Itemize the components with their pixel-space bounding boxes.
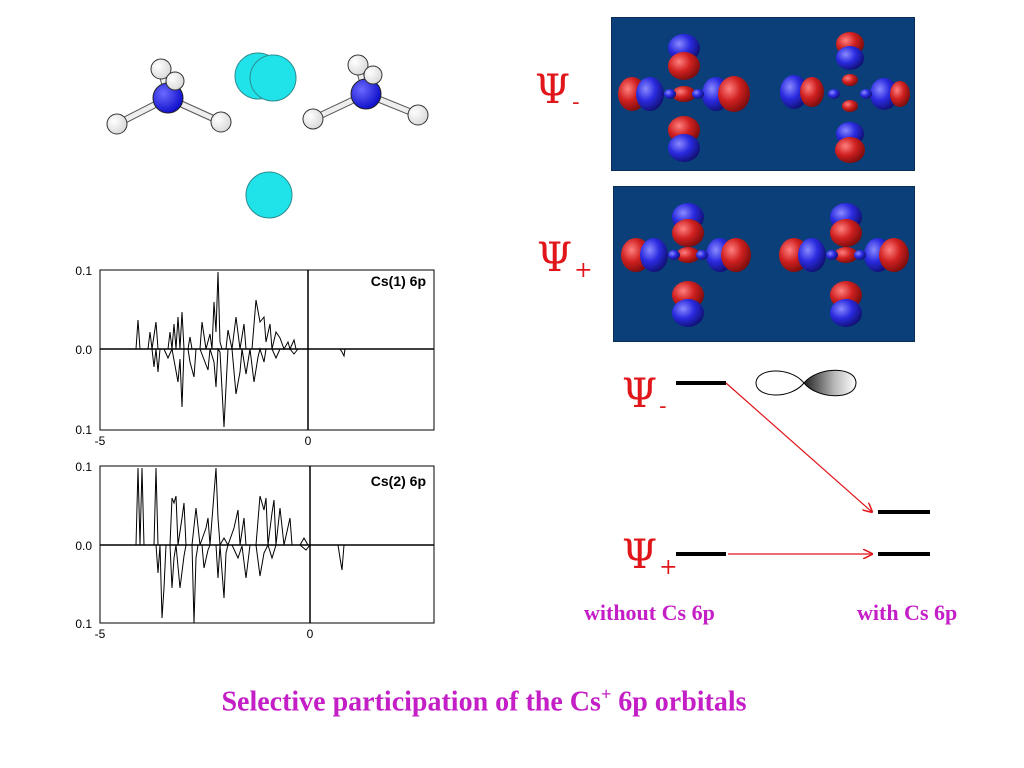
label-without-cs: without Cs 6p [584,600,715,625]
y-tick-mid: 0.0 [75,343,92,357]
level-psi-plus-label: Ψ+ [622,532,678,580]
y-tick-top: 0.1 [75,460,92,474]
x-tick-zero: 0 [307,627,314,641]
orbital-image-psi-plus [613,186,915,342]
arrow-psi-minus [725,382,872,512]
y-tick-mid: 0.0 [75,539,92,553]
p-orbital-icon [755,369,857,397]
level-psi-minus-label: Ψ- [622,371,667,419]
dos-curve-lower [155,543,345,624]
cesium-atoms [234,52,297,219]
label-with-cs: with Cs 6p [857,600,958,625]
plot-title: Cs(1) 6p [371,273,426,289]
dos-curve-upper [135,271,300,351]
orbital-cluster-left [621,203,751,327]
dos-plot-cs2: 0.1 0.0 0.1 -5 0 Cs(2) 6p [75,460,435,641]
dos-plot-cs1: 0.1 0.0 0.1 -5 0 Cs(1) 6p [75,264,435,448]
orbital-cluster-right [780,32,910,163]
orbital-image-psi-minus [611,17,915,171]
y-tick-bottom: 0.1 [75,617,92,631]
orbital-cluster-right [779,203,909,327]
caption-sup: + [600,684,612,704]
ammonia-right [302,54,429,130]
dos-curve-lower [151,347,346,428]
energy-level-diagram [676,369,930,570]
orbital-psi-plus-label: Ψ+ [537,235,593,283]
caption-prefix: Selective participation of the Cs [221,686,601,718]
dos-curve-upper [135,467,309,547]
plot-title: Cs(2) 6p [371,473,426,489]
y-tick-top: 0.1 [75,264,92,278]
caption-suffix: 6p orbitals [611,686,747,718]
orbital-psi-minus-label: Ψ- [535,67,580,115]
slide-caption: Selective participation of the Cs+ 6p or… [0,684,968,718]
y-tick-bottom: 0.1 [75,423,92,437]
x-tick-left: -5 [95,627,106,641]
x-tick-left: -5 [95,434,106,448]
ammonia-left [106,58,232,135]
molecule-structure [106,52,429,219]
x-tick-zero: 0 [305,434,312,448]
orbital-cluster-left [618,34,750,162]
